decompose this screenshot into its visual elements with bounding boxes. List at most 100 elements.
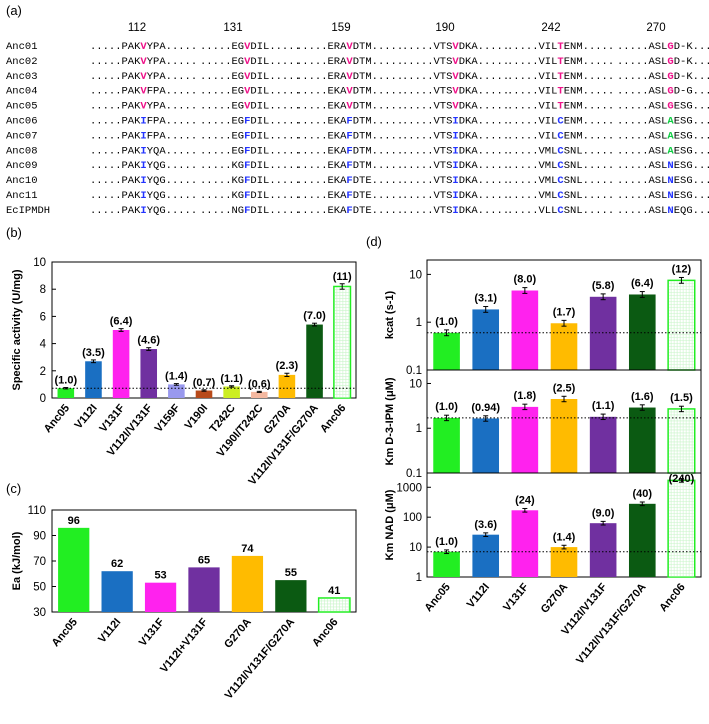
- y-tick-label: 2: [40, 366, 46, 378]
- bar: [112, 330, 130, 398]
- value-label: (1.4): [553, 531, 576, 543]
- sequence-segment: .....EKAFDTM.....: [296, 116, 403, 128]
- bar: [433, 417, 460, 473]
- sequence-segment: .....PAKVYPA.....: [90, 56, 197, 68]
- sequence-name: Anc10: [6, 175, 38, 187]
- bar: [101, 571, 133, 612]
- sequence-segment: .....PAKVYPA.....: [90, 41, 197, 53]
- bar: [144, 582, 177, 612]
- y-tick-label: 110: [28, 505, 46, 517]
- bar: [85, 361, 102, 398]
- sequence-segment: .....ASLGD-G.....: [617, 86, 709, 98]
- category-label: Anc05: [42, 402, 72, 435]
- sequence-segment: .....ASLNESG.....: [617, 190, 709, 202]
- sequence-name: Anc11: [6, 190, 38, 202]
- value-label: (1.6): [631, 391, 654, 403]
- sequence-segment: .....VTSVDKA.....: [402, 101, 509, 113]
- sequence-segment: .....EKAFDTM.....: [296, 160, 403, 172]
- bar: [472, 418, 500, 473]
- sequence-segment: .....ASLAESG.....: [617, 116, 709, 128]
- sequence-segment: .....VTSIDKA.....: [402, 175, 509, 187]
- sequence-name: EcIPMDH: [6, 205, 50, 217]
- category-label: V112I: [465, 581, 492, 610]
- sequence-segment: .....ASLNESG.....: [617, 160, 709, 172]
- sequence-segment: .....EKAVDTM.....: [296, 101, 403, 113]
- sequence-segment: .....ASLGD-K.....: [617, 71, 709, 83]
- value-label: (4.6): [137, 335, 160, 347]
- position-label: 270: [646, 22, 665, 34]
- value-label: 55: [285, 567, 297, 579]
- y-tick-label: 10: [409, 269, 422, 281]
- bar: [231, 555, 264, 612]
- sequence-segment: .....KGFDIL.....: [200, 160, 301, 172]
- sequence-segment: .....VMLCSNL.....: [507, 175, 614, 187]
- position-label: 159: [331, 22, 350, 34]
- y-tick-label: 1: [416, 572, 422, 584]
- sequence-segment: .....EKAFDTM.....: [296, 130, 403, 142]
- value-label: (0.6): [248, 378, 271, 390]
- bar: [472, 534, 500, 577]
- bar: [278, 374, 296, 398]
- y-tick-label: 0.1: [406, 365, 422, 377]
- bar: [306, 324, 323, 398]
- sequence-segment: .....ASLNESG.....: [617, 175, 709, 187]
- value-label: (1.8): [514, 390, 537, 402]
- sequence-segment: .....ASLGESG.....: [617, 101, 709, 113]
- sequence-segment: .....VTSIDKA.....: [402, 130, 509, 142]
- bar: [188, 567, 220, 612]
- value-label: (1.1): [592, 400, 615, 412]
- category-label: G270A: [222, 616, 254, 650]
- sequence-segment: .....ERAVDTM.....: [296, 41, 403, 53]
- sequence-segment: .....EGVDIL.....: [200, 86, 301, 98]
- value-label: (8.0): [514, 274, 537, 286]
- value-label: (3.5): [82, 347, 105, 359]
- y-axis-title: Km D-3-IPM (μM): [384, 377, 396, 465]
- y-tick-label: 8: [40, 284, 46, 296]
- category-label: Anc06: [310, 616, 340, 649]
- bar: [550, 398, 578, 473]
- panel-a-label: (a): [6, 3, 22, 18]
- sequence-segment: .....PAKVFPA.....: [90, 86, 197, 98]
- sequence-segment: .....VTSIDKA.....: [402, 145, 509, 157]
- sequence-segment: .....ASLGD-K.....: [617, 56, 709, 68]
- sequence-segment: .....VTSIDKA.....: [402, 160, 509, 172]
- value-label: (1.0): [55, 375, 78, 387]
- sequence-segment: .....VTSIDKA.....: [402, 116, 509, 128]
- sequence-segment: .....VTSVDKA.....: [402, 86, 509, 98]
- bar: [433, 332, 460, 370]
- category-label: V112I: [72, 402, 99, 431]
- position-label: 242: [541, 22, 560, 34]
- category-label: Anc06: [318, 402, 348, 435]
- value-label: (1.4): [165, 371, 188, 383]
- sequence-segment: .....EKAFDTE.....: [296, 175, 403, 187]
- value-label: 41: [328, 585, 340, 597]
- y-tick-label: 0: [40, 393, 46, 405]
- y-axis-title: Km NAD (μM): [384, 489, 396, 560]
- bar: [511, 510, 539, 577]
- sequence-segment: .....VILCENM.....: [507, 116, 614, 128]
- category-label: V112I/V131F/G270A: [574, 581, 648, 667]
- sequence-name: Anc08: [6, 145, 38, 157]
- sequence-segment: .....VMLCSNL.....: [507, 160, 614, 172]
- y-tick-label: 10: [33, 257, 46, 269]
- y-tick-label: 90: [33, 531, 46, 543]
- category-label: V131F: [137, 616, 167, 649]
- y-axis-title: Ea (kJ/mol): [11, 531, 23, 590]
- y-axis-title: kcat (s-1): [384, 291, 396, 340]
- sequence-segment: .....VILTENM.....: [507, 86, 614, 98]
- bar: [628, 503, 656, 577]
- sequence-segment: .....EKAFDTM.....: [296, 145, 403, 157]
- bar: [628, 407, 656, 473]
- sequence-name: Anc09: [6, 160, 38, 172]
- bar: [589, 296, 617, 370]
- category-label: Anc05: [422, 581, 452, 614]
- bar: [550, 323, 578, 370]
- sequence-name: Anc03: [6, 71, 38, 83]
- sequence-name: Anc01: [6, 41, 38, 53]
- value-label: (6.4): [110, 316, 133, 328]
- value-label: (24): [515, 494, 535, 506]
- sequence-segment: .....PAKIYQG.....: [90, 190, 197, 202]
- value-label: (2.3): [276, 360, 299, 372]
- sequence-segment: .....EGFDIL.....: [200, 145, 301, 157]
- value-label: (1.0): [435, 316, 458, 328]
